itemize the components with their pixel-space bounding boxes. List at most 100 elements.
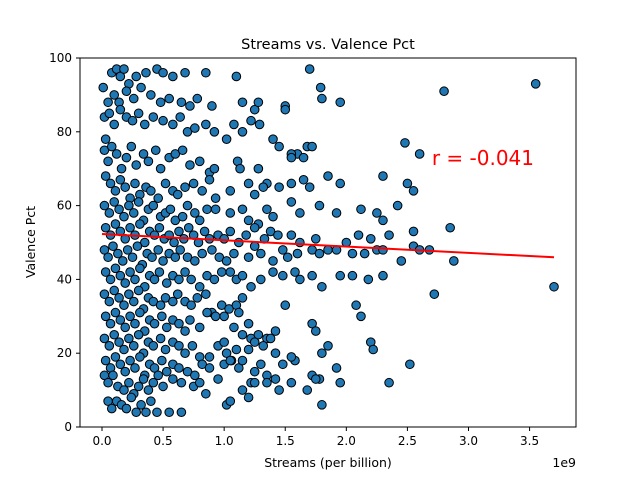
- data-point: [190, 256, 200, 266]
- data-point: [161, 278, 172, 288]
- data-point: [246, 115, 256, 126]
- data-point: [302, 385, 313, 395]
- data-point: [237, 97, 248, 108]
- data-point: [256, 248, 266, 259]
- data-point: [128, 296, 139, 307]
- data-point: [128, 93, 139, 104]
- data-point: [188, 178, 199, 189]
- data-point: [429, 289, 440, 299]
- data-point: [103, 156, 113, 167]
- data-point: [286, 197, 297, 207]
- data-point: [174, 341, 184, 351]
- data-point: [149, 318, 160, 329]
- data-point: [148, 377, 159, 388]
- data-point: [185, 160, 195, 170]
- data-point: [131, 407, 141, 418]
- data-point: [165, 204, 176, 215]
- data-point: [249, 222, 260, 233]
- data-point: [133, 197, 144, 207]
- data-point: [549, 281, 559, 292]
- data-point: [378, 270, 388, 281]
- data-point: [237, 270, 248, 281]
- data-point: [286, 352, 297, 362]
- data-point: [298, 152, 309, 163]
- data-point: [331, 363, 342, 373]
- data-point: [280, 300, 291, 311]
- data-point: [155, 300, 166, 311]
- data-point: [175, 112, 185, 122]
- data-point: [158, 381, 168, 392]
- data-point: [307, 141, 317, 152]
- data-point: [100, 171, 111, 181]
- data-point: [231, 71, 242, 82]
- data-point: [143, 156, 154, 167]
- data-point: [268, 267, 278, 277]
- data-point: [335, 377, 346, 388]
- data-point: [207, 101, 217, 111]
- data-point: [136, 82, 146, 93]
- data-point: [270, 348, 281, 359]
- data-point: [100, 311, 111, 322]
- data-point: [105, 178, 116, 189]
- data-point: [246, 281, 256, 292]
- data-point: [194, 215, 205, 226]
- data-point: [209, 274, 220, 285]
- data-point: [237, 385, 248, 395]
- data-point: [154, 267, 165, 277]
- data-point: [109, 285, 120, 296]
- data-point: [111, 149, 122, 159]
- data-point: [530, 79, 541, 89]
- data-point: [237, 293, 248, 303]
- data-point: [290, 267, 300, 277]
- data-point: [176, 377, 187, 388]
- data-point: [335, 178, 346, 189]
- x-tick-label: 3.5: [520, 434, 539, 448]
- data-point: [274, 182, 284, 192]
- data-point: [110, 352, 121, 362]
- data-point: [317, 281, 327, 292]
- data-point: [278, 359, 288, 370]
- data-point: [396, 256, 407, 266]
- data-point: [135, 219, 145, 229]
- data-point: [160, 178, 171, 189]
- data-point: [353, 230, 364, 240]
- y-tick-label: 40: [57, 272, 72, 286]
- data-point: [229, 322, 239, 333]
- data-point: [315, 82, 326, 93]
- data-point: [158, 256, 168, 266]
- data-point: [286, 230, 297, 240]
- data-point: [172, 189, 183, 200]
- data-point: [127, 115, 138, 126]
- data-point: [180, 67, 190, 78]
- data-point: [147, 252, 157, 263]
- data-point: [286, 377, 297, 388]
- data-point: [131, 160, 141, 170]
- data-point: [310, 326, 321, 336]
- data-point: [286, 178, 297, 189]
- data-point: [225, 226, 236, 237]
- data-point: [164, 407, 174, 418]
- data-point: [100, 355, 111, 366]
- data-point: [130, 318, 140, 329]
- data-point: [231, 344, 242, 355]
- data-point: [120, 322, 130, 333]
- data-point: [216, 267, 227, 277]
- data-point: [148, 200, 159, 211]
- data-point: [135, 263, 145, 274]
- data-point: [392, 200, 403, 211]
- data-point: [201, 119, 211, 130]
- data-point: [157, 355, 167, 366]
- chart-title: Streams vs. Valence Pct: [241, 37, 415, 53]
- data-point: [120, 278, 130, 288]
- data-point: [104, 208, 115, 218]
- data-point: [256, 274, 266, 285]
- data-point: [124, 333, 134, 344]
- data-point: [109, 329, 120, 340]
- data-point: [249, 241, 260, 251]
- trendline-layer: [101, 233, 555, 259]
- data-point: [204, 352, 215, 362]
- data-point: [243, 178, 254, 189]
- data-point: [210, 193, 221, 204]
- data-point: [347, 248, 358, 259]
